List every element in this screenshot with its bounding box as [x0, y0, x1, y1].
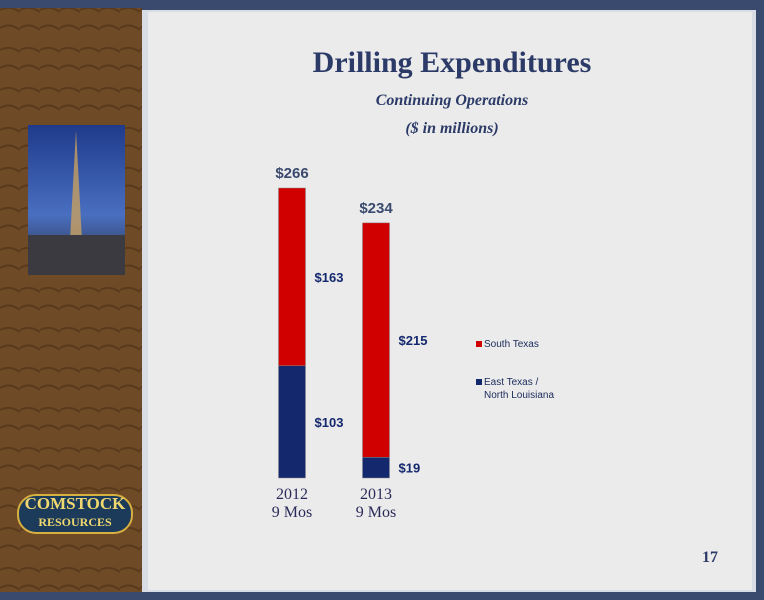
- x-tick-label: 2013 9 Mos: [355, 486, 397, 521]
- subtitle: ($ in millions): [405, 120, 498, 137]
- data-label: $103: [315, 415, 344, 430]
- page-number: 17: [702, 549, 718, 566]
- legend-swatch: [476, 341, 482, 347]
- data-label: $215: [399, 333, 428, 348]
- bar-segment: [278, 187, 306, 366]
- bar-segment: [362, 457, 390, 479]
- total-label: $234: [359, 200, 393, 217]
- content-area: [148, 12, 752, 590]
- legend-label: South Texas: [484, 339, 539, 350]
- photo-ground: [28, 235, 125, 275]
- photo-rig: [70, 130, 82, 240]
- logo-text: RESOURCES: [38, 515, 112, 529]
- logo: [17, 494, 133, 534]
- legend-label: East Texas / North Louisiana: [484, 377, 555, 401]
- x-tick-label: 2012 9 Mos: [271, 486, 313, 521]
- bar-segment: [362, 222, 390, 458]
- chart-title: Drilling Expenditures: [313, 46, 592, 79]
- logo-text: COMSTOCK: [25, 494, 127, 513]
- data-label: $163: [315, 270, 344, 285]
- bar-segment: [278, 365, 306, 479]
- total-label: $266: [275, 165, 308, 182]
- data-label: $19: [399, 461, 421, 476]
- subtitle: Continuing Operations: [376, 92, 529, 109]
- legend-swatch: [476, 379, 482, 385]
